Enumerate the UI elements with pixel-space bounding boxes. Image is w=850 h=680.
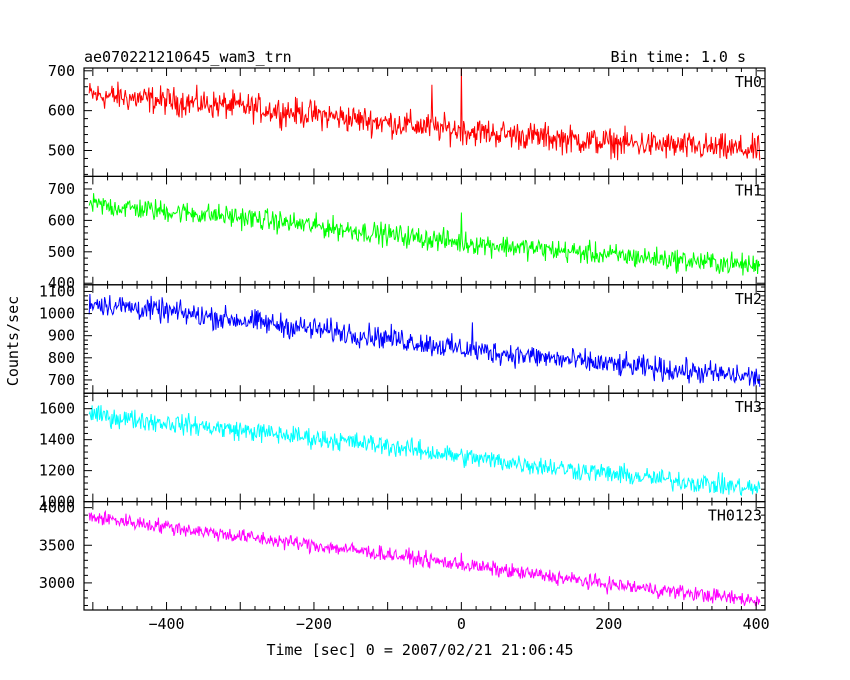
panel-th2: 700 800 900 1000 1100 TH2 bbox=[39, 282, 766, 394]
chart-title: ae070221210645_wam3_trn bbox=[84, 48, 292, 66]
panel-label: TH1 bbox=[735, 181, 762, 199]
y-tick-label: 1000 bbox=[39, 305, 75, 323]
y-tick-label: 3500 bbox=[39, 536, 75, 554]
y-tick-label: 500 bbox=[48, 141, 75, 159]
y-tick-label: 1400 bbox=[39, 431, 75, 449]
x-axis-label: Time [sec] 0 = 2007/02/21 21:06:45 bbox=[266, 641, 573, 659]
y-tick-label: 1200 bbox=[39, 462, 75, 480]
panel-frame bbox=[83, 501, 766, 611]
x-tick-label: 0 bbox=[457, 615, 466, 633]
x-tick-label: −200 bbox=[296, 615, 332, 633]
y-tick-label: 600 bbox=[48, 211, 75, 229]
x-tick-label: 200 bbox=[595, 615, 622, 633]
x-tick-label: −400 bbox=[148, 615, 184, 633]
y-axis-label: Counts/sec bbox=[4, 296, 22, 386]
y-tick-label: 700 bbox=[48, 180, 75, 198]
y-tick-label: 800 bbox=[48, 349, 75, 367]
panel-th0123: 3000 3500 4000 TH0123 bbox=[39, 499, 766, 611]
y-tick-label: 4000 bbox=[39, 499, 75, 517]
y-tick-label: 700 bbox=[48, 62, 75, 80]
panel-label: TH0123 bbox=[708, 507, 762, 525]
y-tick-label: 1100 bbox=[39, 282, 75, 300]
y-tick-label: 1600 bbox=[39, 400, 75, 418]
y-tick-label: 900 bbox=[48, 327, 75, 345]
y-tick-label: 600 bbox=[48, 102, 75, 120]
series-line-th3 bbox=[88, 405, 761, 497]
panel-frame bbox=[83, 392, 766, 503]
panel-th1: 400 500 600 700 TH1 bbox=[48, 175, 766, 292]
y-tick-label: 3000 bbox=[39, 574, 75, 592]
series-line-th0123 bbox=[88, 509, 761, 608]
bin-time-label: Bin time: 1.0 s bbox=[611, 48, 746, 66]
panel-label: TH0 bbox=[735, 73, 762, 91]
panel-label: TH2 bbox=[735, 290, 762, 308]
series-line-th1 bbox=[88, 193, 761, 276]
series-line-th0 bbox=[88, 68, 761, 161]
y-tick-label: 400 bbox=[48, 274, 75, 292]
panel-label: TH3 bbox=[735, 398, 762, 416]
panel-frame bbox=[83, 284, 766, 394]
x-tick-label: 400 bbox=[743, 615, 770, 633]
y-tick-label: 1000 bbox=[39, 493, 75, 511]
y-tick-label: 500 bbox=[48, 243, 75, 261]
panel-frame bbox=[83, 175, 766, 286]
series-line-th2 bbox=[88, 293, 761, 387]
panel-th3: 1000 1200 1400 1600 TH3 bbox=[39, 392, 766, 511]
panels: 500 600 700 TH0 400 500 600 700 TH1 700 800 900 1000… bbox=[39, 62, 770, 633]
y-tick-label: 700 bbox=[48, 371, 75, 389]
panel-th0: 500 600 700 TH0 bbox=[48, 62, 766, 178]
